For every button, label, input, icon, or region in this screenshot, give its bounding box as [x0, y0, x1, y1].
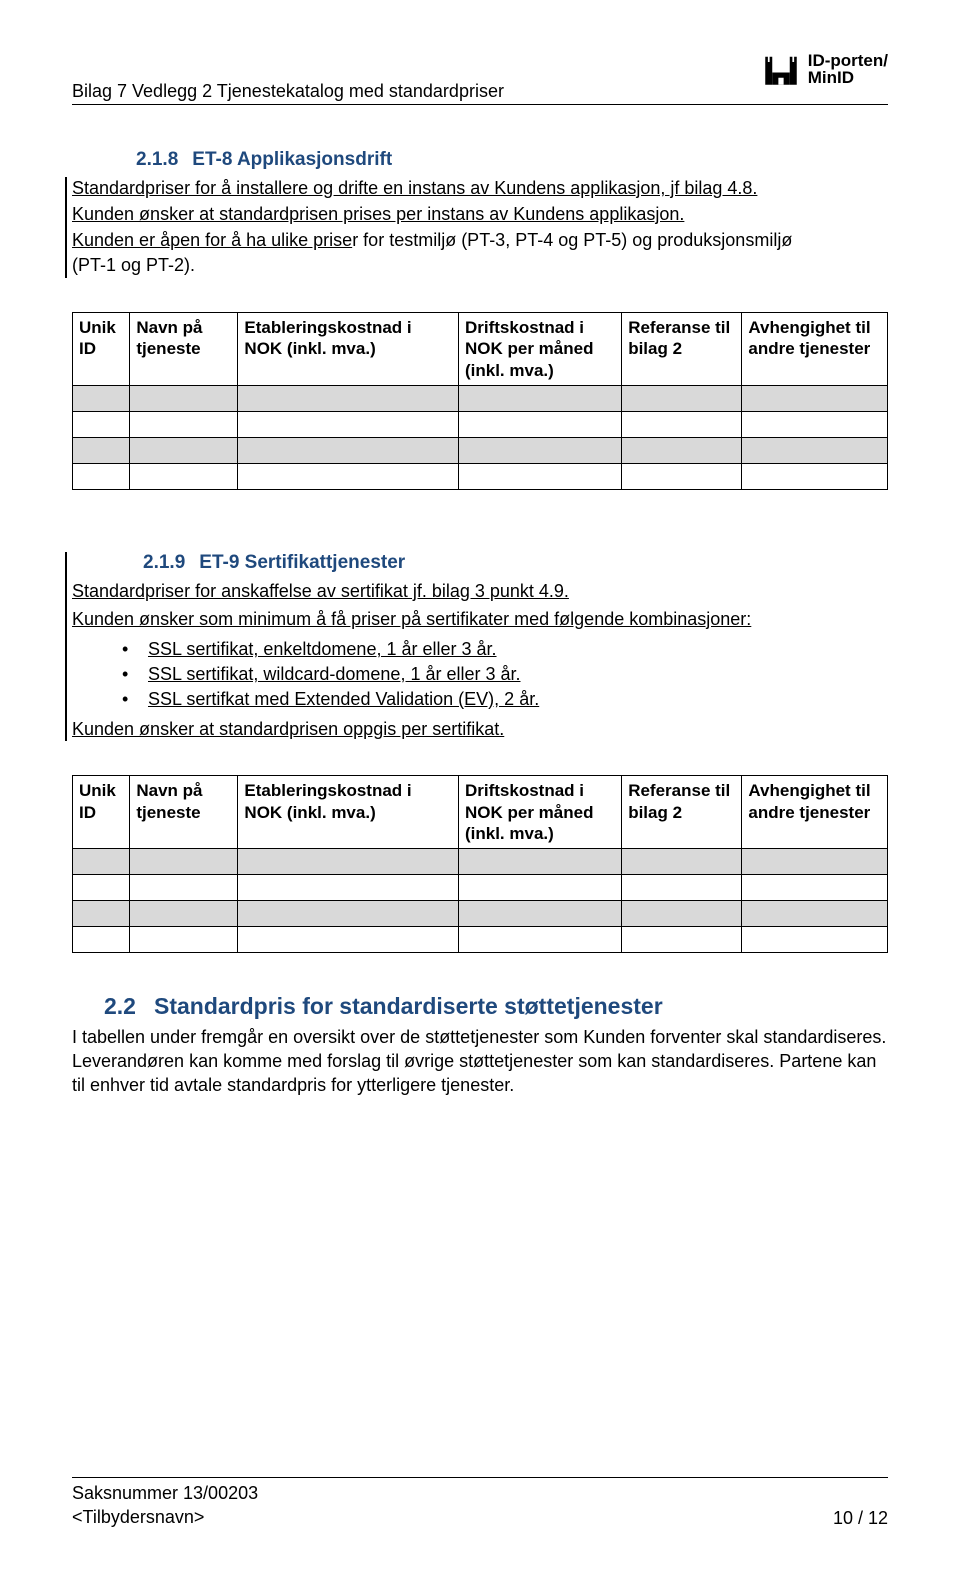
list-item: SSL sertifikat, wildcard-domene, 1 år el… [122, 662, 888, 687]
table-header-row: Unik ID Navn på tjeneste Etableringskost… [73, 313, 888, 386]
s218-line3: Kunden er åpen for å ha ulike priser for… [72, 229, 888, 253]
s219-bullets: SSL sertifikat, enkeltdomene, 1 år eller… [122, 637, 888, 711]
th-name: Navn på tjeneste [130, 313, 238, 386]
footer-left: Saksnummer 13/00203 <Tilbydersnavn> [72, 1482, 258, 1529]
th-id: Unik ID [73, 776, 130, 849]
s218-l3a: Kunden er åpen for å ha ulike prise [72, 230, 352, 250]
th-drift: Driftskostnad i NOK per måned (inkl. mva… [458, 776, 621, 849]
th-ref: Referanse til bilag 2 [622, 776, 742, 849]
s218-line4: (PT-1 og PT-2). [72, 254, 888, 278]
logo-block: ID-porten/ MinID [760, 48, 888, 90]
section-title: ET-8 Applikasjonsdrift [192, 149, 392, 171]
logo-line2: MinID [808, 69, 888, 86]
table-row [73, 463, 888, 489]
page-footer: Saksnummer 13/00203 <Tilbydersnavn> 10 /… [72, 1477, 888, 1529]
section-219-heading: 2.1.9 ET-9 Sertifikattjenester [143, 552, 888, 574]
section-num: 2.1.8 [136, 149, 178, 171]
change-bar-219: 2.1.9 ET-9 Sertifikattjenester Standardp… [65, 552, 888, 742]
header-title: Bilag 7 Vedlegg 2 Tjenestekatalog med st… [72, 81, 504, 102]
footer-saksnr: Saksnummer 13/00203 [72, 1482, 258, 1505]
th-ref: Referanse til bilag 2 [622, 313, 742, 386]
th-etab: Etableringskostnad i NOK (inkl. mva.) [238, 313, 459, 386]
section-title: Standardpris for standardiserte støttetj… [154, 993, 663, 1020]
table-row [73, 385, 888, 411]
th-avh: Avhengighet til andre tjenester [742, 313, 888, 386]
footer-tilbyder: <Tilbydersnavn> [72, 1506, 258, 1529]
footer-page: 10 / 12 [833, 1508, 888, 1529]
s219-line2: Kunden ønsker som minimum å få priser på… [72, 608, 888, 632]
section-218-heading: 2.1.8 ET-8 Applikasjonsdrift [136, 149, 888, 171]
footer-row: Saksnummer 13/00203 <Tilbydersnavn> 10 /… [72, 1482, 888, 1529]
th-avh: Avhengighet til andre tjenester [742, 776, 888, 849]
table-row [73, 927, 888, 953]
change-bar-218: Standardpriser for å installere og drift… [65, 177, 888, 278]
th-name: Navn på tjeneste [130, 776, 238, 849]
list-item: SSL sertifikat, enkeltdomene, 1 år eller… [122, 637, 888, 662]
s219-line3: Kunden ønsker at standardprisen oppgis p… [72, 718, 888, 742]
section-num: 2.1.9 [143, 552, 185, 574]
s218-l3b: r for testmiljø (PT-3, PT-4 og PT-5) og … [352, 230, 792, 250]
table-row [73, 437, 888, 463]
logo-line1: ID-porten/ [808, 52, 888, 69]
header-rule [72, 104, 888, 105]
s22-body: I tabellen under fremgår en oversikt ove… [72, 1026, 888, 1097]
list-item: SSL sertifkat med Extended Validation (E… [122, 687, 888, 712]
page-header: Bilag 7 Vedlegg 2 Tjenestekatalog med st… [72, 60, 888, 102]
section-num: 2.2 [104, 993, 136, 1020]
s218-line2: Kunden ønsker at standardprisen prises p… [72, 203, 888, 227]
s219-line1: Standardpriser for anskaffelse av sertif… [72, 580, 888, 604]
table-218: Unik ID Navn på tjeneste Etableringskost… [72, 312, 888, 490]
logo-text: ID-porten/ MinID [808, 52, 888, 86]
table-219: Unik ID Navn på tjeneste Etableringskost… [72, 775, 888, 953]
section-22-heading: 2.2 Standardpris for standardiserte støt… [104, 993, 888, 1020]
table-row [73, 901, 888, 927]
s218-line1: Standardpriser for å installere og drift… [72, 177, 888, 201]
th-drift: Driftskostnad i NOK per måned (inkl. mva… [458, 313, 621, 386]
footer-rule [72, 1477, 888, 1478]
table-row [73, 411, 888, 437]
section-title: ET-9 Sertifikattjenester [199, 552, 405, 574]
th-id: Unik ID [73, 313, 130, 386]
th-etab: Etableringskostnad i NOK (inkl. mva.) [238, 776, 459, 849]
table-row [73, 849, 888, 875]
castle-icon [760, 48, 802, 90]
table-header-row: Unik ID Navn på tjeneste Etableringskost… [73, 776, 888, 849]
table-row [73, 875, 888, 901]
